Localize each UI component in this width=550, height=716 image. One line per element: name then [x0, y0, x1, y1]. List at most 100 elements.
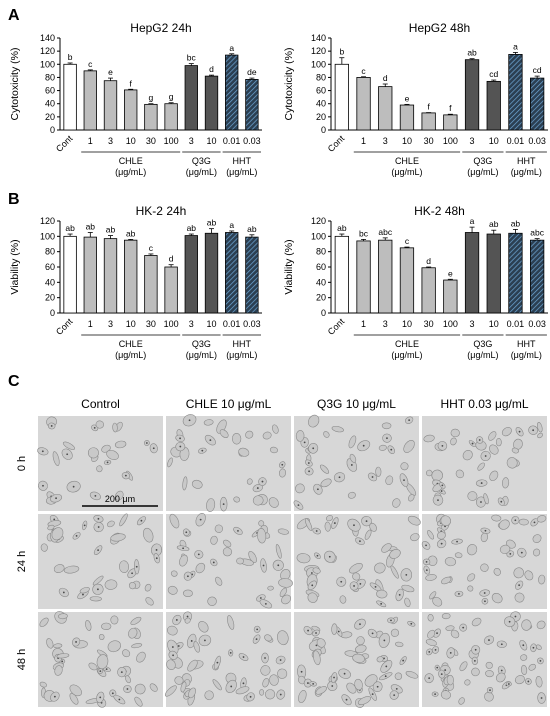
cell: [325, 515, 334, 522]
cell: [404, 597, 411, 608]
x-tick-label: 0.03: [243, 319, 261, 329]
significance-letter: ab: [207, 218, 217, 228]
group-label: HHT: [517, 156, 536, 166]
bar-3: [103, 238, 118, 314]
y-tick-label: 80: [316, 247, 326, 257]
cell: [498, 519, 510, 530]
cell: [210, 535, 218, 545]
cell: [520, 664, 528, 675]
cell-nucleus: [135, 565, 138, 568]
micrograph-image: [422, 611, 547, 707]
time-label: 0 h: [16, 456, 28, 471]
bar-0.01: [225, 232, 239, 314]
cell-nucleus: [310, 572, 313, 574]
x-tick-label: 10: [206, 319, 216, 329]
cell: [182, 589, 193, 597]
cell-nucleus: [94, 494, 97, 497]
cell: [324, 521, 331, 532]
cell-nucleus: [199, 518, 202, 521]
cell: [182, 476, 188, 491]
bar-3: [464, 232, 480, 314]
significance-letter: e: [108, 67, 113, 77]
bar-100: [443, 279, 458, 314]
cell: [369, 522, 377, 532]
cell-nucleus: [390, 448, 393, 451]
cell: [304, 518, 313, 531]
cell-nucleus: [456, 540, 458, 543]
cell-nucleus: [371, 693, 374, 696]
cell: [180, 681, 187, 693]
cell: [212, 679, 222, 691]
cell-nucleus: [75, 534, 78, 537]
significance-letter: a: [229, 220, 234, 230]
cell: [307, 592, 318, 603]
scale-bar-label: 200 μm: [105, 494, 135, 504]
cell: [489, 444, 499, 455]
significance-letter: c: [149, 243, 154, 253]
cell: [389, 549, 401, 559]
x-tick-label: 10: [126, 136, 136, 146]
chart-hepg2-48h: HepG2 48h Cytotoxicity (%) 0 20 40 60 80 100 120…: [283, 21, 548, 177]
cell: [215, 576, 223, 586]
cell-nucleus: [315, 530, 318, 532]
cell: [349, 453, 357, 463]
cell: [427, 629, 436, 639]
cell-nucleus: [380, 602, 383, 605]
cell-nucleus: [124, 474, 127, 477]
y-tick-label: 120: [40, 46, 55, 56]
x-tick-label: 100: [443, 136, 458, 146]
cell-nucleus: [97, 517, 100, 520]
cell: [426, 469, 433, 477]
cell-nucleus: [428, 651, 431, 653]
cell-nucleus: [333, 676, 335, 679]
x-tick-label: 30: [146, 319, 156, 329]
cell: [348, 435, 357, 449]
bar-30: [421, 112, 436, 131]
cell: [257, 528, 267, 544]
x-tick-label: 0.03: [243, 136, 261, 146]
x-tick-label: Cont: [326, 133, 347, 154]
cell-nucleus: [520, 551, 523, 554]
cell-nucleus: [249, 695, 252, 698]
cell-nucleus: [82, 593, 84, 596]
cell-nucleus: [303, 441, 306, 444]
cell: [206, 498, 216, 512]
bar-10: [124, 239, 138, 314]
cell: [164, 685, 177, 697]
cell-nucleus: [111, 692, 114, 695]
cell: [238, 447, 250, 457]
cell: [347, 491, 356, 499]
cell-nucleus: [345, 698, 348, 701]
cell: [339, 595, 347, 604]
cell: [198, 621, 209, 633]
cell: [493, 568, 501, 576]
cell-nucleus: [145, 442, 148, 444]
significance-letter: f: [427, 102, 430, 112]
cell: [477, 462, 485, 471]
panel-letter-a: A: [8, 7, 20, 24]
cell-nucleus: [509, 553, 512, 555]
micrograph-background: [166, 416, 291, 511]
cell: [467, 573, 476, 582]
cell: [95, 420, 104, 429]
cell-nucleus: [264, 602, 267, 605]
cell: [349, 563, 363, 574]
time-label: 48 h: [16, 649, 28, 670]
bar-1: [83, 70, 97, 131]
y-tick-label: 120: [311, 46, 326, 56]
micrograph-image: [421, 513, 547, 609]
cell: [167, 457, 173, 468]
cell-nucleus: [343, 672, 346, 675]
x-tick-label: 100: [164, 319, 179, 329]
cell-nucleus: [312, 682, 315, 685]
x-tick-label: 3: [470, 319, 475, 329]
bar-10: [486, 80, 501, 131]
cell: [58, 613, 68, 620]
x-tick-label: 0.03: [528, 319, 546, 329]
cell-nucleus: [383, 639, 386, 642]
cell: [427, 530, 435, 540]
cell-nucleus: [255, 638, 258, 641]
cell-nucleus: [242, 656, 245, 658]
cell: [446, 674, 454, 686]
